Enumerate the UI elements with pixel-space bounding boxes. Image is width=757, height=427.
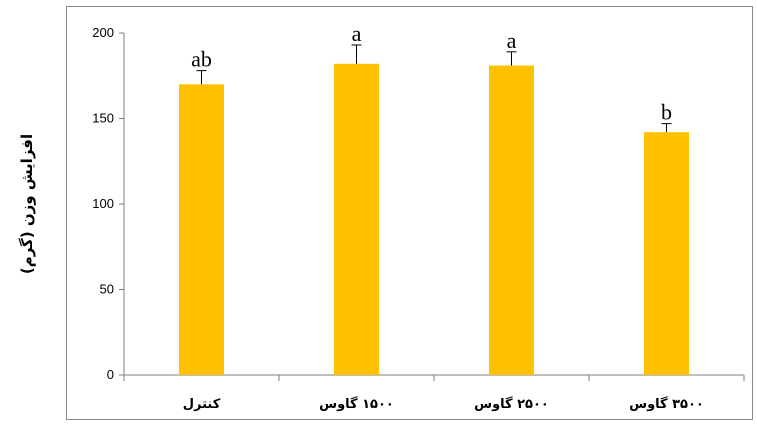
y-tick-label: 50 [100,282,114,297]
x-category-label: ۲۵۰۰ گاوس [474,396,549,412]
y-axis-title: افزایش وزن (گرم) [18,134,36,274]
y-tick-label: 0 [107,367,114,382]
x-category-label: کنترل [183,397,221,412]
significance-label: a [352,21,362,46]
y-tick-label: 200 [92,25,114,40]
significance-label: a [507,28,517,53]
bar [179,84,224,376]
bar [489,65,534,376]
y-tick-label: 100 [92,196,114,211]
bar [644,132,689,375]
bar [334,63,379,375]
x-category-label: ۱۵۰۰ گاوس [319,396,394,412]
chart-frame [66,6,753,420]
y-tick-label: 150 [92,111,114,126]
x-category-label: ۳۵۰۰ گاوس [629,396,704,412]
significance-label: ab [191,47,212,72]
significance-label: b [661,100,672,125]
